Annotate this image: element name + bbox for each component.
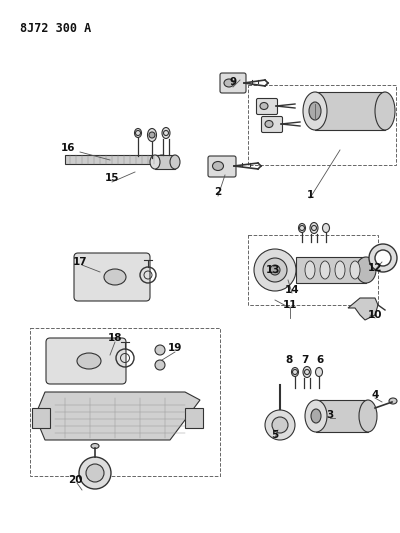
- Ellipse shape: [272, 417, 288, 433]
- Ellipse shape: [359, 400, 377, 432]
- Circle shape: [79, 457, 111, 489]
- Ellipse shape: [356, 257, 376, 283]
- Text: 8J72 300 A: 8J72 300 A: [20, 22, 91, 35]
- Text: 8: 8: [285, 355, 293, 365]
- Text: 3: 3: [326, 410, 334, 420]
- Text: 5: 5: [271, 430, 279, 440]
- Ellipse shape: [254, 249, 296, 291]
- Ellipse shape: [148, 128, 156, 141]
- Circle shape: [149, 132, 155, 138]
- Circle shape: [369, 244, 397, 272]
- Polygon shape: [348, 298, 378, 320]
- Bar: [316, 400, 368, 432]
- Bar: [315, 92, 385, 130]
- Ellipse shape: [104, 269, 126, 285]
- Ellipse shape: [212, 161, 224, 171]
- Bar: [296, 257, 366, 283]
- Circle shape: [375, 250, 391, 266]
- Ellipse shape: [375, 92, 395, 130]
- Bar: [32, 408, 50, 428]
- FancyBboxPatch shape: [208, 156, 236, 177]
- Text: 13: 13: [266, 265, 280, 275]
- Ellipse shape: [311, 409, 321, 423]
- Ellipse shape: [260, 102, 268, 109]
- Circle shape: [155, 345, 165, 355]
- Ellipse shape: [265, 410, 295, 440]
- Ellipse shape: [134, 128, 142, 138]
- Bar: [248, 235, 378, 305]
- Ellipse shape: [320, 261, 330, 279]
- FancyBboxPatch shape: [262, 117, 282, 133]
- Ellipse shape: [350, 261, 360, 279]
- Circle shape: [155, 360, 165, 370]
- Text: 11: 11: [283, 300, 297, 310]
- Text: 7: 7: [301, 355, 309, 365]
- Ellipse shape: [170, 155, 180, 169]
- Text: 12: 12: [368, 263, 382, 273]
- Ellipse shape: [303, 92, 327, 130]
- Ellipse shape: [389, 398, 397, 404]
- FancyBboxPatch shape: [46, 338, 126, 384]
- Text: 14: 14: [285, 285, 299, 295]
- Ellipse shape: [298, 223, 306, 232]
- Ellipse shape: [316, 367, 322, 376]
- Ellipse shape: [322, 223, 330, 232]
- Text: 9: 9: [230, 77, 236, 87]
- Ellipse shape: [303, 367, 311, 377]
- FancyBboxPatch shape: [220, 73, 246, 93]
- Text: 2: 2: [214, 187, 222, 197]
- Bar: [155, 155, 175, 169]
- Ellipse shape: [265, 120, 273, 127]
- Text: 1: 1: [306, 190, 314, 200]
- Text: 15: 15: [105, 173, 119, 183]
- Bar: [65, 155, 160, 164]
- Ellipse shape: [292, 367, 298, 376]
- Ellipse shape: [263, 258, 287, 282]
- Text: 16: 16: [61, 143, 75, 153]
- FancyBboxPatch shape: [74, 253, 150, 301]
- Ellipse shape: [224, 79, 234, 87]
- Ellipse shape: [309, 102, 321, 120]
- Text: 6: 6: [316, 355, 324, 365]
- Ellipse shape: [335, 261, 345, 279]
- Text: 10: 10: [368, 310, 382, 320]
- Text: 4: 4: [371, 390, 379, 400]
- Circle shape: [157, 157, 167, 167]
- Ellipse shape: [150, 155, 160, 169]
- Ellipse shape: [305, 400, 327, 432]
- Ellipse shape: [310, 222, 318, 233]
- Ellipse shape: [91, 443, 99, 448]
- Ellipse shape: [162, 127, 170, 139]
- Text: 20: 20: [68, 475, 82, 485]
- Ellipse shape: [155, 155, 169, 169]
- Text: 18: 18: [108, 333, 122, 343]
- FancyBboxPatch shape: [256, 99, 278, 115]
- Bar: [185, 408, 203, 428]
- Bar: [30, 328, 220, 476]
- Circle shape: [86, 464, 104, 482]
- Ellipse shape: [305, 261, 315, 279]
- Text: 17: 17: [73, 257, 87, 267]
- Bar: [248, 85, 396, 165]
- Text: 19: 19: [168, 343, 182, 353]
- Ellipse shape: [77, 353, 101, 369]
- Polygon shape: [35, 392, 200, 440]
- Ellipse shape: [270, 265, 280, 275]
